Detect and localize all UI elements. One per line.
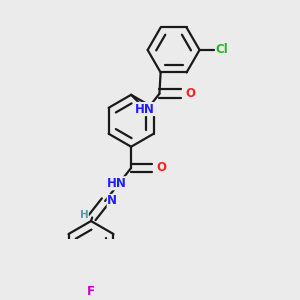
Text: HN: HN (135, 103, 155, 116)
Text: N: N (107, 194, 117, 208)
Text: H: H (80, 210, 88, 220)
Text: HN: HN (107, 177, 127, 190)
Text: O: O (185, 87, 195, 100)
Text: F: F (87, 285, 95, 298)
Text: O: O (157, 161, 167, 175)
Text: Cl: Cl (216, 44, 228, 56)
